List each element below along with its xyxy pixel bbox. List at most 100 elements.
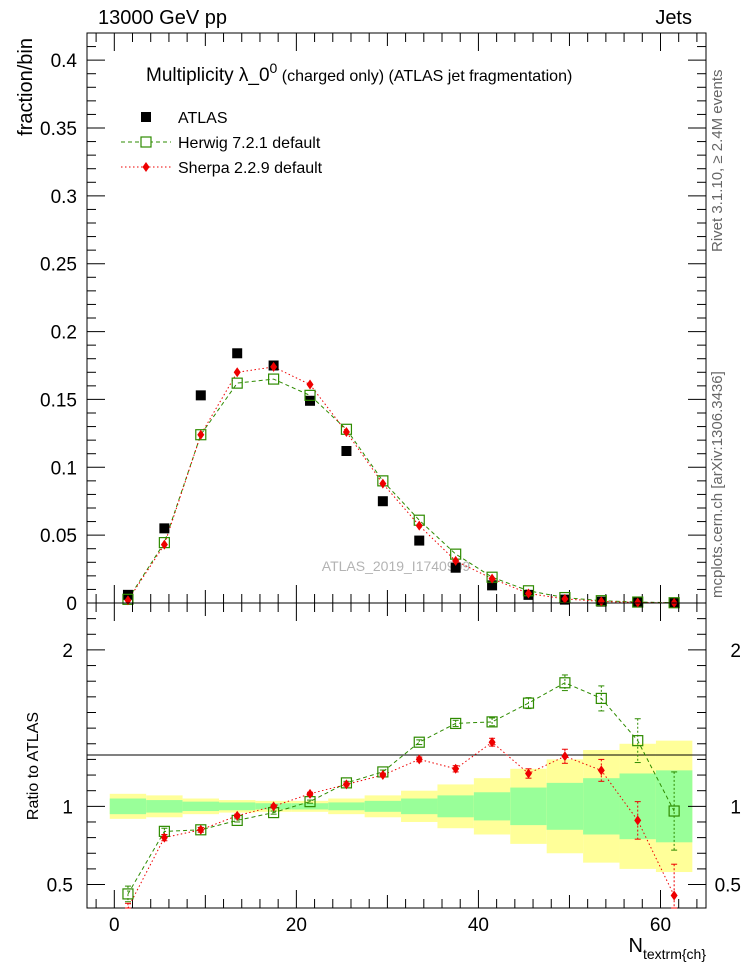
legend-sherpa-marker	[142, 162, 150, 172]
sherpa-ratio-point	[379, 770, 387, 781]
sherpa-point	[634, 597, 642, 608]
sherpa-point	[452, 555, 460, 566]
sherpa-ratio-point	[197, 824, 205, 835]
herwig-ratio-point	[595, 692, 607, 705]
sherpa-ratio-point	[561, 751, 569, 762]
herwig-ratio-point	[413, 736, 425, 748]
y-tick-label: 0.3	[51, 187, 77, 208]
watermark-text: ATLAS_2019_I1740909	[322, 558, 471, 574]
atlas-data-point	[232, 348, 243, 359]
x-tick-label: 20	[286, 915, 307, 936]
legend-label: Herwig 7.2.1 default	[178, 135, 321, 152]
uncertainty-band-inner	[401, 798, 438, 815]
main-series-line	[127, 378, 675, 604]
sherpa-ratio-point	[160, 832, 168, 843]
main-axis-ticks: 0 0.05 0.1 0.15 0.2 0.25 0.3 0.35 0.4	[40, 33, 706, 615]
y-tick-label: 0.15	[40, 390, 77, 411]
y-tick-label: 0.4	[51, 51, 78, 72]
sherpa-ratio-point	[270, 801, 278, 812]
herwig-point	[268, 373, 280, 385]
y-tick-label: 0	[66, 594, 77, 615]
herwig-ratio-point	[450, 717, 462, 730]
sherpa-ratio-point	[233, 810, 241, 821]
sherpa-point	[233, 367, 241, 378]
atlas-data-point	[377, 496, 388, 507]
legend-label: Sherpa 2.2.9 default	[178, 160, 323, 177]
title-main: Multiplicity λ_0	[146, 65, 270, 86]
main-panel: ATLAS_2019_I1740909 00.050.10.150.20.250…	[15, 32, 707, 615]
sherpa-point	[306, 379, 314, 390]
ratio-y-tick-label-left: 2	[62, 641, 73, 662]
legend-herwig-marker	[140, 136, 152, 148]
sherpa-ratio-point	[634, 815, 642, 826]
header-left: 13000 GeV pp	[98, 7, 227, 29]
herwig-ratio-point	[522, 697, 535, 709]
sherpa-point	[342, 427, 350, 437]
atlas-data-point	[341, 446, 352, 456]
y-tick-label: 0.35	[40, 119, 77, 140]
herwig-ratio-point	[632, 735, 644, 747]
uncertainty-band-inner	[546, 782, 584, 830]
ratio-y-tick-label-left: 1	[62, 797, 73, 818]
ratio-frame	[86, 602, 707, 909]
x-axis-label-main: N	[629, 935, 643, 957]
sherpa-point	[597, 596, 605, 607]
legend-atlas-marker	[141, 112, 151, 122]
herwig-ratio-point	[559, 677, 571, 689]
sherpa-point	[379, 478, 387, 489]
ratio-y-tick-label-right: 2	[730, 641, 741, 662]
y-tick-label: 0.1	[51, 458, 77, 479]
legend: ATLAS Herwig 7.2.1 default Sherpa 2.2.9 de…	[121, 110, 323, 177]
rivet-note: Rivet 3.1.10, ≥ 2.4M events	[709, 70, 726, 253]
sherpa-ratio-point	[415, 754, 423, 765]
mcplots-note: mcplots.cern.ch [arXiv:1306.3436]	[709, 371, 726, 598]
sherpa-point	[270, 361, 278, 372]
atlas-data-point	[159, 523, 170, 534]
sherpa-point	[488, 573, 496, 584]
uncertainty-band-inner	[364, 800, 402, 812]
atlas-data-point	[450, 562, 461, 573]
legend-label: ATLAS	[178, 110, 228, 127]
uncertainty-band-inner	[583, 778, 620, 835]
uncertainty-band-inner	[218, 802, 256, 811]
herwig-ratio-point	[486, 716, 498, 728]
y-tick-label: 0.2	[51, 323, 77, 344]
sherpa-ratio-point	[670, 890, 678, 901]
y-tick-label: 0.25	[40, 255, 77, 276]
ratio-series-line	[127, 741, 675, 909]
sherpa-point	[561, 593, 569, 604]
uncertainty-band-inner	[437, 795, 474, 818]
header-right: Jets	[655, 7, 692, 29]
herwig-point	[304, 389, 316, 401]
x-tick-label: 40	[468, 915, 489, 936]
ratio-panel: 0.5 0.51 12 20 20 40 60 Ratio to ATLAS Ntextrm…	[25, 602, 741, 962]
uncertainty-band-inner	[109, 798, 147, 815]
x-tick-label: 60	[650, 915, 671, 936]
herwig-ratio-point	[122, 888, 134, 900]
ratio-y-tick-label-left: 0.5	[47, 876, 73, 897]
ratio-series-line	[127, 682, 675, 895]
title-rest: (charged only) (ATLAS jet fragmentation)	[277, 68, 572, 85]
herwig-point	[231, 377, 243, 389]
sherpa-point	[415, 520, 423, 531]
sherpa-ratio-point	[306, 788, 314, 799]
ratio-y-tick-label-right: 0.5	[715, 876, 741, 897]
sherpa-ratio-point	[524, 768, 532, 779]
x-tick-label: 0	[109, 915, 120, 936]
sherpa-ratio-point	[452, 763, 460, 774]
ratio-y-tick-label-right: 1	[730, 797, 741, 818]
sherpa-ratio-point	[342, 779, 350, 790]
uncertainty-band-inner	[473, 792, 511, 821]
sherpa-point	[160, 539, 168, 550]
atlas-data-point	[487, 580, 498, 591]
uncertainty-band-inner	[328, 802, 365, 811]
uncertainty-band-inner	[510, 787, 547, 826]
ratio-y-axis-label: Ratio to ATLAS	[25, 712, 42, 820]
sherpa-ratio-point	[488, 737, 496, 748]
sherpa-ratio-point	[597, 765, 605, 776]
main-chart-title: Multiplicity λ_00 (charged only) (ATLAS …	[146, 60, 572, 86]
uncertainty-band-inner	[146, 800, 183, 813]
atlas-data-point	[195, 390, 206, 401]
sherpa-point	[197, 429, 205, 440]
